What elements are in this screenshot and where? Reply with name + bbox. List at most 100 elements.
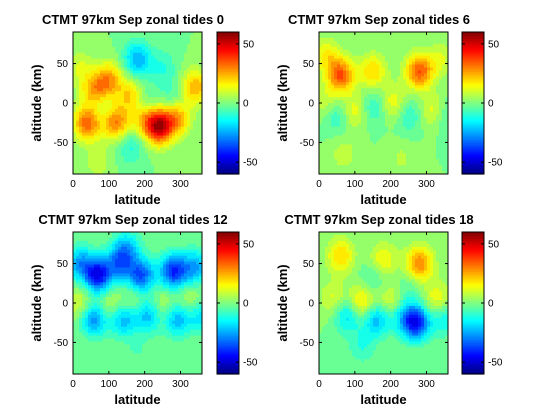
heatmap-cell [103, 294, 107, 298]
heatmap-cell [418, 76, 422, 80]
heatmap-cell [124, 55, 128, 60]
heatmap-cell [166, 114, 170, 119]
heatmap-cell [427, 162, 431, 166]
heatmap-cell [88, 144, 92, 148]
heatmap-cell [127, 132, 131, 137]
heatmap-cell [94, 55, 98, 60]
heatmap-cell [85, 294, 89, 298]
heatmap-cell [409, 37, 413, 42]
heatmap-cell [199, 34, 202, 39]
heatmap-cell [385, 105, 389, 110]
heatmap-cell [100, 276, 104, 280]
heatmap-cell [136, 156, 140, 160]
heatmap-cell [319, 105, 323, 110]
heatmap-cell [328, 162, 332, 166]
heatmap-cell [364, 34, 368, 39]
heatmap-cell [145, 135, 149, 140]
heatmap-cell [106, 326, 110, 331]
heatmap-cell [337, 132, 341, 137]
heatmap-cell [82, 120, 86, 125]
heatmap-cell [358, 108, 362, 113]
heatmap-cell [172, 43, 176, 48]
heatmap-cell [91, 252, 95, 257]
heatmap-cell [154, 61, 158, 66]
heatmap-cell [391, 43, 395, 48]
heatmap-cell [325, 138, 329, 143]
heatmap-cell [73, 156, 77, 160]
heatmap-cell [100, 150, 104, 154]
heatmap-cell [361, 67, 365, 72]
heatmap-cell [166, 55, 170, 60]
heatmap-cell [73, 34, 77, 39]
heatmap-cell [76, 359, 80, 363]
colorbar-segment [217, 32, 239, 35]
heatmap-cell [154, 43, 158, 48]
heatmap-cell [82, 156, 86, 160]
heatmap-cell [100, 353, 104, 357]
heatmap-cell [391, 40, 395, 45]
heatmap-cell [100, 159, 104, 163]
heatmap-cell [148, 32, 152, 36]
heatmap-cell [145, 168, 149, 172]
heatmap-cell [100, 335, 104, 340]
heatmap-cell [97, 350, 101, 354]
heatmap-cell [112, 270, 116, 275]
heatmap-cell [325, 85, 329, 89]
heatmap-cell [355, 91, 359, 95]
heatmap-cell [379, 67, 383, 72]
heatmap-cell [418, 82, 422, 86]
heatmap-cell [193, 40, 197, 45]
heatmap-cell [157, 114, 161, 119]
heatmap-cell [145, 97, 149, 101]
heatmap-cell [409, 97, 413, 101]
heatmap-cell [136, 64, 140, 69]
heatmap-cell [412, 34, 416, 39]
heatmap-cell [343, 61, 347, 66]
heatmap-cell [409, 52, 413, 57]
heatmap-cell [118, 76, 122, 80]
heatmap-cell [412, 67, 416, 72]
heatmap-cell [328, 52, 332, 57]
heatmap-cell [370, 114, 374, 119]
heatmap-cell [127, 171, 131, 174]
heatmap-cell [103, 132, 107, 137]
heatmap-cell [418, 117, 422, 122]
heatmap-cell [145, 61, 149, 66]
heatmap-cell [358, 141, 362, 146]
heatmap-cell [331, 171, 335, 174]
heatmap-cell [358, 100, 362, 104]
heatmap-cell [418, 162, 422, 166]
heatmap-cell [85, 153, 89, 157]
heatmap-cell [355, 141, 359, 146]
heatmap-cell [373, 55, 377, 60]
heatmap-cell [109, 94, 113, 98]
heatmap-cell [142, 94, 146, 98]
heatmap-cell [94, 40, 98, 45]
heatmap-cell [358, 70, 362, 75]
heatmap-cell [85, 129, 89, 134]
heatmap-cell [94, 58, 98, 63]
heatmap-cell [97, 237, 101, 242]
heatmap-cell [106, 165, 110, 169]
heatmap-cell [100, 156, 104, 160]
heatmap-cell [82, 97, 86, 101]
heatmap-cell [319, 88, 323, 92]
heatmap-cell [157, 91, 161, 95]
heatmap-cell [367, 43, 371, 48]
heatmap-cell [370, 138, 374, 143]
heatmap-cell [436, 61, 440, 66]
heatmap-cell [166, 117, 170, 122]
heatmap-cell [166, 141, 170, 146]
heatmap-cell [154, 40, 158, 45]
heatmap-cell [388, 37, 392, 42]
heatmap-cell [73, 356, 77, 360]
heatmap-cell [85, 100, 89, 104]
heatmap-cell [121, 150, 125, 154]
heatmap-cell [88, 67, 92, 72]
heatmap-cell [145, 171, 149, 174]
heatmap-cell [373, 120, 377, 125]
heatmap-cell [430, 79, 434, 83]
heatmap-cell [388, 70, 392, 75]
heatmap-cell [82, 126, 86, 131]
